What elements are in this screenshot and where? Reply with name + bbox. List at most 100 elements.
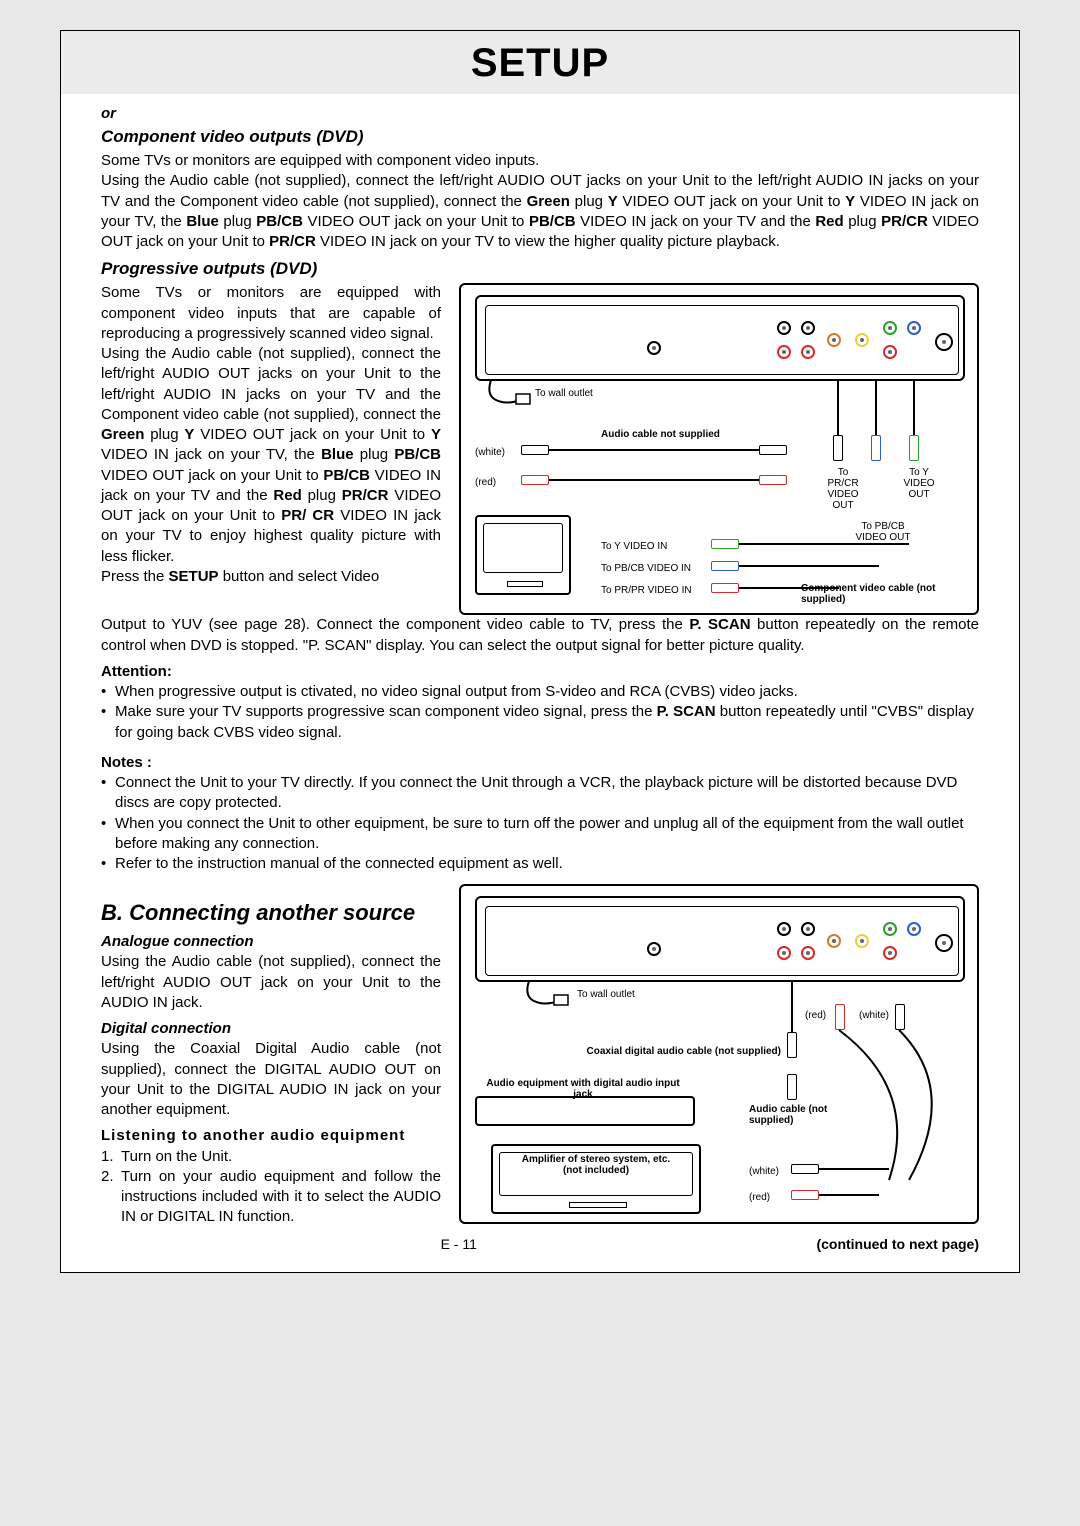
pr-in: To PR/PR VIDEO IN bbox=[601, 585, 692, 596]
plug-pb-tv bbox=[711, 561, 739, 571]
page: SETUP or Component video outputs (DVD) S… bbox=[60, 30, 1020, 1273]
t: VIDEO OUT jack on your Unit to bbox=[303, 213, 529, 230]
unit-rear-panel bbox=[475, 295, 965, 381]
sec-b-heading: B. Connecting another source bbox=[101, 898, 441, 928]
note-2: •When you connect the Unit to other equi… bbox=[101, 814, 979, 855]
t: P. SCAN bbox=[657, 703, 716, 720]
step-1: 1.Turn on the Unit. bbox=[101, 1147, 441, 1167]
audio-cable-curve bbox=[831, 1026, 961, 1196]
t: VIDEO IN jack on your TV to view the hig… bbox=[316, 233, 780, 250]
coax-plug-bottom bbox=[787, 1074, 797, 1100]
diagram-progressive: To wall outlet Audio cable not supplied … bbox=[459, 283, 979, 615]
page-number: E - 11 bbox=[441, 1236, 477, 1252]
plug-y-tv bbox=[711, 539, 739, 549]
digital-p: Using the Coaxial Digital Audio cable (n… bbox=[101, 1039, 441, 1120]
plug-red-r bbox=[759, 475, 787, 485]
unit-rear-panel-2 bbox=[475, 896, 965, 982]
white-2: (white) bbox=[859, 1010, 889, 1021]
t: Turn on your audio equipment and follow … bbox=[121, 1167, 441, 1228]
t: PB/CB bbox=[323, 467, 370, 484]
t: Green bbox=[527, 193, 570, 210]
plug-white-r bbox=[759, 445, 787, 455]
note-3: •Refer to the instruction manual of the … bbox=[101, 854, 979, 874]
t: Red bbox=[815, 213, 843, 230]
plug-red-l bbox=[521, 475, 549, 485]
to-prcr: To PR/CR VIDEO OUT bbox=[821, 467, 865, 511]
t: plug bbox=[144, 426, 184, 443]
notes-heading: Notes : bbox=[101, 753, 979, 773]
t: P. SCAN bbox=[689, 616, 750, 633]
t: PB/CB bbox=[394, 446, 441, 463]
t: VIDEO OUT jack on your Unit to bbox=[194, 426, 431, 443]
page-title: SETUP bbox=[61, 41, 1019, 86]
prog-p1: Some TVs or monitors are equipped with c… bbox=[101, 283, 441, 344]
component-heading: Component video outputs (DVD) bbox=[101, 126, 979, 149]
t: Make sure your TV supports progressive s… bbox=[115, 702, 979, 743]
tv-icon bbox=[475, 515, 571, 595]
to-y: To Y VIDEO OUT bbox=[897, 467, 941, 500]
y-in: To Y VIDEO IN bbox=[601, 541, 667, 552]
prog-row: Some TVs or monitors are equipped with c… bbox=[101, 283, 979, 615]
t: Y bbox=[845, 193, 855, 210]
attention-heading: Attention: bbox=[101, 662, 979, 682]
step-2: 2.Turn on your audio equipment and follo… bbox=[101, 1167, 441, 1228]
t: Green bbox=[101, 426, 144, 443]
prog-p3-rest: Output to YUV (see page 28). Connect the… bbox=[101, 615, 979, 656]
white-label: (white) bbox=[475, 447, 505, 458]
continued-label: (continued to next page) bbox=[816, 1236, 979, 1252]
t: Y bbox=[184, 426, 194, 443]
or-label: or bbox=[101, 104, 979, 124]
amp-label: Amplifier of stereo system, etc. (not in… bbox=[521, 1154, 671, 1176]
audio-cable-label: Audio cable not supplied bbox=[601, 429, 720, 440]
prog-text: Some TVs or monitors are equipped with c… bbox=[101, 283, 441, 587]
comp-cable-label: Component video cable (not supplied) bbox=[801, 583, 971, 605]
t: Y bbox=[608, 193, 618, 210]
power-cord-icon-2 bbox=[519, 981, 579, 1011]
note-1: •Connect the Unit to your TV directly. I… bbox=[101, 773, 979, 814]
attn-1: •When progressive output is ctivated, no… bbox=[101, 682, 979, 702]
attn-2: •Make sure your TV supports progressive … bbox=[101, 702, 979, 743]
t: Output to YUV (see page 28). Connect the… bbox=[101, 616, 689, 633]
t: SETUP bbox=[169, 568, 219, 585]
to-pbcb: To PB/CB VIDEO OUT bbox=[853, 521, 913, 543]
t: VIDEO OUT jack on your Unit to bbox=[618, 193, 845, 210]
plug-pb bbox=[871, 435, 881, 461]
prog-p2: Using the Audio cable (not supplied), co… bbox=[101, 344, 441, 567]
t: button and select Video bbox=[219, 568, 380, 585]
attention-list: •When progressive output is ctivated, no… bbox=[101, 682, 979, 743]
t: plug bbox=[570, 193, 608, 210]
coax-plug-top bbox=[787, 1032, 797, 1058]
diagram-another-source: To wall outlet (red) (white) Coaxial dig… bbox=[459, 884, 979, 1224]
pb-in: To PB/CB VIDEO IN bbox=[601, 563, 691, 574]
analogue-heading: Analogue connection bbox=[101, 932, 441, 952]
t: plug bbox=[219, 213, 256, 230]
t: Connect the Unit to your TV directly. If… bbox=[115, 773, 979, 814]
content: or Component video outputs (DVD) Some TV… bbox=[61, 94, 1019, 1228]
prog-p3-part: Press the SETUP button and select Video bbox=[101, 567, 441, 587]
t: VIDEO IN jack on your TV, the bbox=[101, 446, 321, 463]
plug-y bbox=[909, 435, 919, 461]
t: PR/ CR bbox=[281, 507, 334, 524]
t: Refer to the instruction manual of the c… bbox=[115, 854, 563, 874]
plug-prcr bbox=[833, 435, 843, 461]
wall-label: To wall outlet bbox=[535, 388, 593, 399]
t: PB/CB bbox=[529, 213, 576, 230]
wall-2: To wall outlet bbox=[577, 989, 635, 1000]
audio-equipment bbox=[475, 1096, 695, 1126]
amp-plug-red bbox=[791, 1190, 819, 1200]
analogue-p: Using the Audio cable (not supplied), co… bbox=[101, 952, 441, 1013]
white-3: (white) bbox=[749, 1166, 779, 1177]
t: When you connect the Unit to other equip… bbox=[115, 814, 979, 855]
plug-white-l bbox=[521, 445, 549, 455]
section-b-row: B. Connecting another source Analogue co… bbox=[101, 884, 979, 1227]
listen-heading: Listening to another audio equipment bbox=[101, 1126, 441, 1146]
t: PR/CR bbox=[342, 487, 389, 504]
t: plug bbox=[302, 487, 342, 504]
power-cord-icon bbox=[481, 380, 541, 410]
t: plug bbox=[844, 213, 881, 230]
listen-steps: 1.Turn on the Unit. 2.Turn on your audio… bbox=[101, 1147, 441, 1228]
red-3: (red) bbox=[749, 1192, 770, 1203]
t: plug bbox=[354, 446, 395, 463]
t: Blue bbox=[186, 213, 219, 230]
t: PR/CR bbox=[881, 213, 928, 230]
